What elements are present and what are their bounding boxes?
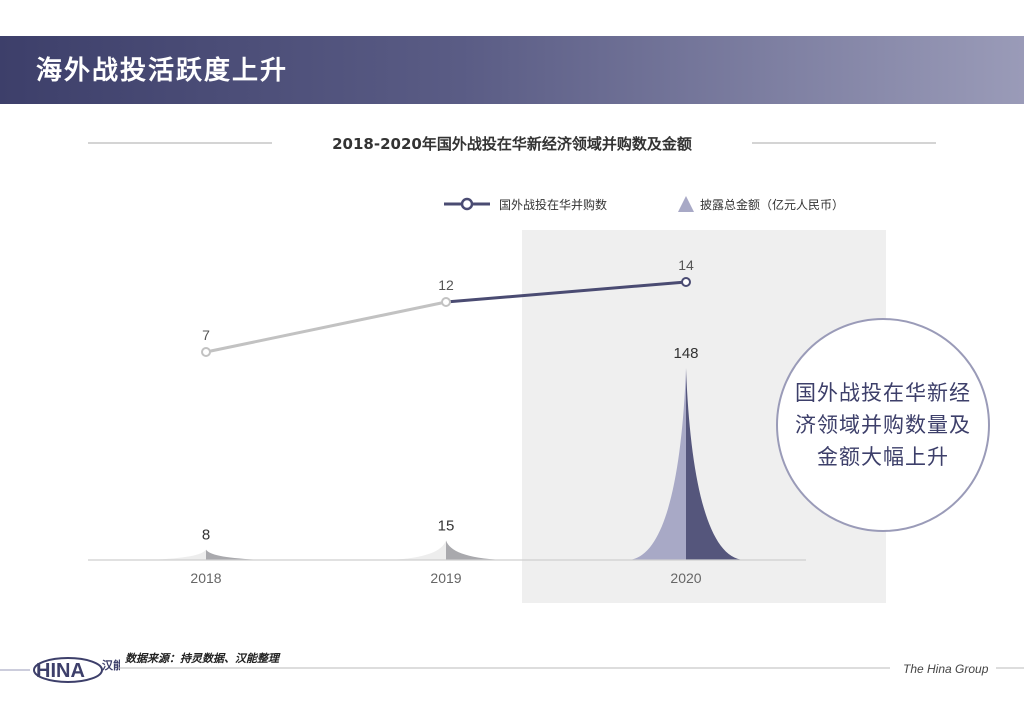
amount-peaks: 8 15 148 [150,345,744,560]
amount-label-2018: 8 [202,527,210,544]
x-axis-ticks: 2018 2019 2020 [190,570,701,586]
count-line-segment-1 [445,280,687,304]
peak-left-2020 [628,368,686,560]
count-label-2019: 12 [438,277,454,293]
header-banner [0,36,1024,104]
amount-label-2020: 148 [673,345,698,362]
chart-title: 2018-2020年国外战投在华新经济领域并购数及金额 [332,135,692,153]
legend-marker [460,197,474,211]
peak-left-2019 [390,540,446,560]
count-point-2018 [201,347,211,357]
amount-label-2019: 15 [438,518,455,535]
callout-circle: 国外战投在华新经济领域并购数量及金额大幅上升 [776,318,990,532]
count-label-2018: 7 [202,327,210,343]
peak-right-2020 [686,368,744,560]
legend-peak-swatch [678,196,694,212]
legend-label-amount: 披露总金额（亿元人民币） [700,197,844,212]
x-tick-2018: 2018 [190,570,221,586]
x-tick-2020: 2020 [670,570,701,586]
brand-name: The Hina Group [903,662,989,676]
callout-text: 国外战投在华新经济领域并购数量及金额大幅上升 [795,381,971,469]
svg-text:汉能: 汉能 [102,658,120,672]
count-line-series: 7 12 14 [201,257,694,357]
page-title: 海外战投活跃度上升 [36,56,289,86]
peak-right-2018 [206,549,262,560]
legend-label-count: 国外战投在华并购数 [499,197,607,212]
count-line-segment-0 [205,300,447,354]
hina-logo: HINA 汉能 [33,657,120,683]
count-point-2019 [441,297,451,307]
count-point-2020 [681,277,691,287]
count-label-2020: 14 [678,257,694,273]
svg-text:HINA: HINA [36,660,85,682]
peak-left-2018 [150,549,206,560]
x-tick-2019: 2019 [430,570,461,586]
data-source-note: 数据来源：持灵数据、汉能整理 [125,652,279,665]
peak-right-2019 [446,540,502,560]
legend: 国外战投在华并购数 披露总金额（亿元人民币） [444,196,844,212]
